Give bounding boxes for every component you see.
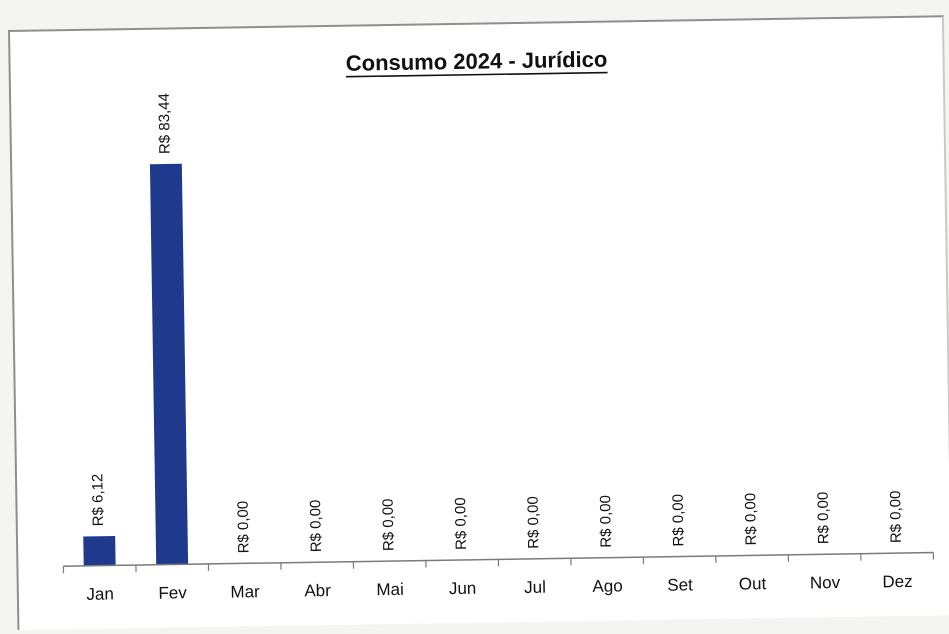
category-label-set: Set: [667, 575, 693, 594]
data-label-jun: R$ 0,00: [452, 497, 470, 550]
category-label-nov: Nov: [810, 573, 841, 592]
category-label-ago: Ago: [592, 576, 623, 595]
category-label-jun: Jun: [449, 579, 477, 598]
bar-chart: Consumo 2024 - Jurídico R$ 6,12R$ 83,44R…: [62, 47, 935, 604]
data-label-set: R$ 0,00: [670, 494, 688, 547]
bar-jan: [83, 536, 116, 566]
category-label-group: Jan Fev Mar Abr Mai Jun Jul Ago Set Out Nov Dez: [86, 572, 913, 604]
category-label-out: Out: [739, 574, 767, 593]
category-label-jan: Jan: [86, 584, 114, 603]
data-label-ago: R$ 0,00: [597, 495, 615, 548]
data-label-abr: R$ 0,00: [307, 500, 325, 553]
data-label-jul: R$ 0,00: [525, 496, 543, 549]
chart-title: Consumo 2024 - Jurídico: [346, 47, 608, 76]
category-label-abr: Abr: [304, 581, 331, 600]
data-label-out: R$ 0,00: [742, 493, 760, 546]
category-label-dez: Dez: [882, 572, 913, 591]
chart-area: Consumo 2024 - Jurídico R$ 6,12 R$ 83,44 R…: [8, 15, 949, 630]
data-label-dez: R$ 0,00: [887, 490, 905, 543]
category-label-jul: Jul: [524, 578, 546, 597]
title-underline: [345, 71, 608, 78]
data-label-fev: R$ 83,44: [156, 93, 174, 154]
category-label-mai: Mai: [376, 580, 404, 599]
x-axis: [62, 551, 935, 574]
data-label-mai: R$ 0,00: [380, 498, 398, 551]
data-label-nov: R$ 0,00: [815, 492, 833, 545]
category-label-fev: Fev: [158, 583, 187, 602]
data-label-mar: R$ 0,00: [235, 501, 253, 554]
category-label-mar: Mar: [230, 582, 260, 601]
bar-fev: [149, 163, 189, 565]
bar-group: [83, 163, 189, 566]
data-label-jan: R$ 6,12: [89, 474, 107, 527]
data-label-group: R$ 6,12 R$ 83,44 R$ 0,00 R$ 0,00 R$ 0,00 R$ 0…: [89, 93, 905, 554]
